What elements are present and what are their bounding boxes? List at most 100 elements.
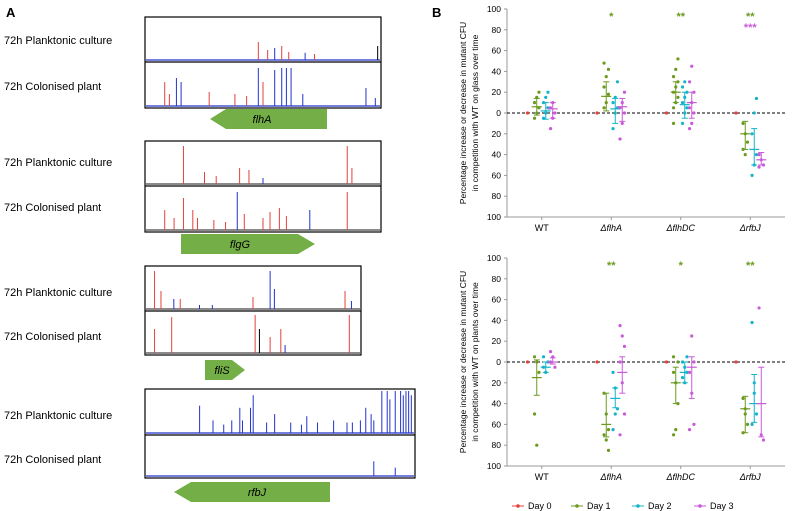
data-point <box>541 355 546 359</box>
y-axis-label: Percentage increase or decrease in mutan… <box>458 271 468 453</box>
track-boxes <box>144 16 416 479</box>
data-point <box>622 412 627 416</box>
y-tick-label: 20 <box>492 129 502 139</box>
data-point <box>685 106 689 110</box>
coverage-track <box>146 271 360 310</box>
data-point <box>606 92 611 96</box>
data-point <box>680 121 685 125</box>
coverage-track <box>146 146 380 185</box>
gene-label-rfbJ: rfbJ <box>248 487 267 499</box>
data-point <box>680 85 685 89</box>
y-tick-label: 100 <box>487 461 501 471</box>
data-point <box>544 95 548 99</box>
x-tick-label: ΔrfbJ <box>739 223 762 233</box>
coverage-track <box>146 461 414 477</box>
coverage-track <box>146 391 414 434</box>
data-point <box>618 360 622 364</box>
y-tick-label: 20 <box>492 336 502 346</box>
gene-arrow-rfbJ <box>174 482 330 502</box>
data-point <box>546 90 550 94</box>
row-label-plant-2: 72h Colonised plant <box>4 202 101 214</box>
data-point <box>734 360 738 364</box>
data-point <box>664 360 669 364</box>
legend-swatch-dot <box>698 504 702 508</box>
y-tick-label: 100 <box>487 253 501 263</box>
data-point <box>757 306 761 310</box>
row-label-plant-1: 72h Colonised plant <box>4 81 101 93</box>
data-point <box>690 121 694 125</box>
coverage-track <box>146 68 380 107</box>
x-tick-label: ΔflhA <box>599 223 622 233</box>
gene-label-flgG: flgG <box>230 239 251 251</box>
y-tick-label: 80 <box>492 440 502 450</box>
x-tick-label: ΔflhDC <box>665 472 695 482</box>
data-point <box>525 360 530 364</box>
chart-plants: 100 80 60 40 20 0 20 40 60 80 100 Percentage increa… <box>458 253 785 482</box>
data-point <box>532 101 537 105</box>
data-point <box>685 355 689 359</box>
y-tick-label: 80 <box>492 191 502 201</box>
data-point <box>671 75 676 79</box>
significance-marker: ** <box>746 260 755 272</box>
data-point <box>622 344 627 348</box>
y-axis-label: in competition with WT on glass over tim… <box>470 34 480 191</box>
data-point <box>611 370 615 374</box>
data-point <box>687 428 692 432</box>
significance-marker: * <box>609 11 614 23</box>
data-point <box>525 111 530 115</box>
gene-label-fliS: fliS <box>214 365 230 377</box>
data-point <box>674 428 678 432</box>
data-point <box>676 360 680 364</box>
data-point <box>692 422 696 426</box>
data-point <box>690 334 694 338</box>
data-point <box>618 324 622 328</box>
y-tick-label: 20 <box>492 87 502 97</box>
data-point <box>683 80 687 84</box>
legend-swatch-dot <box>516 504 520 508</box>
legend-label: Day 1 <box>587 501 611 511</box>
data-point <box>548 350 553 354</box>
data-point <box>615 80 620 84</box>
data-point <box>535 443 539 447</box>
data-point <box>611 428 615 432</box>
data-point <box>532 355 537 359</box>
data-point <box>671 433 676 437</box>
data-point <box>671 106 676 110</box>
row-label-planktonic-4: 72h Planktonic culture <box>4 410 112 422</box>
data-point <box>743 153 747 157</box>
coverage-track <box>146 315 360 354</box>
row-label-plant-4: 72h Colonised plant <box>4 454 101 466</box>
gene-arrow-fliS <box>205 360 245 380</box>
gene-arrow-flhA <box>210 109 327 129</box>
data-point <box>687 127 692 131</box>
legend-swatch-dot <box>636 504 640 508</box>
data-point <box>745 422 750 426</box>
row-label-plant-3: 72h Colonised plant <box>4 331 101 343</box>
data-point <box>548 127 553 131</box>
legend-swatch-dot <box>575 504 579 508</box>
data-point <box>754 96 759 101</box>
y-axis-label: in competition with WT on plants over ti… <box>470 282 480 442</box>
data-point <box>532 116 537 120</box>
chart-glass: 100 80 60 40 20 0 20 40 60 80 100 Percentage increa… <box>458 4 785 233</box>
y-tick-label: 80 <box>492 274 502 284</box>
data-point <box>692 111 696 115</box>
significance-marker: * <box>679 260 684 272</box>
data-point <box>671 355 676 359</box>
data-point <box>622 90 627 94</box>
x-tick-label: ΔflhA <box>599 472 622 482</box>
data-point <box>532 412 537 416</box>
data-point <box>595 360 599 364</box>
data-point <box>750 320 754 325</box>
data-point <box>553 365 557 369</box>
y-axis-label: Percentage increase or decrease in mutan… <box>458 22 468 204</box>
data-point <box>674 67 678 71</box>
row-label-planktonic-1: 72h Planktonic culture <box>4 35 112 47</box>
data-point <box>761 438 766 442</box>
legend-label: Day 2 <box>648 501 672 511</box>
legend-label: Day 0 <box>528 501 552 511</box>
data-point <box>690 64 694 68</box>
gene-arrow-flgG <box>181 234 315 254</box>
data-point <box>604 438 608 442</box>
